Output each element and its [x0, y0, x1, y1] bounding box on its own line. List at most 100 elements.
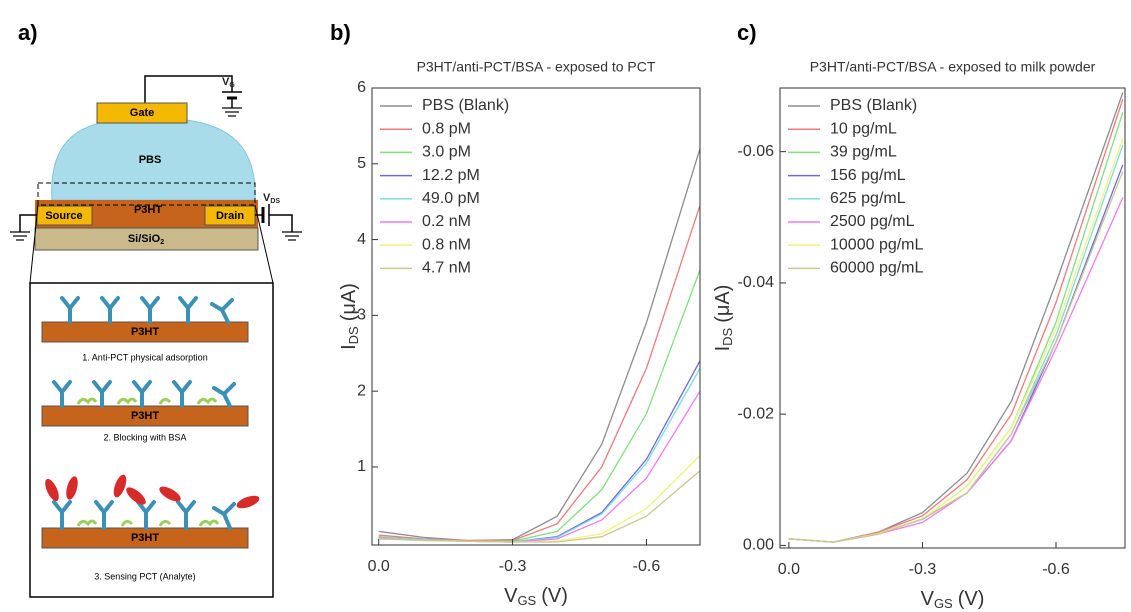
legend-label: 156 pg/mL [830, 167, 906, 184]
legend-label: 49.0 pM [422, 190, 480, 207]
legend-label: 60000 pg/mL [830, 260, 924, 277]
y-tick-label: -0.06 [738, 143, 775, 160]
panel-label: b) [330, 20, 351, 45]
y-axis-label: IDS (μA) [338, 283, 361, 350]
series-line [788, 171, 1124, 543]
series-line [378, 205, 701, 542]
ground [10, 231, 30, 241]
series-line [378, 269, 701, 542]
series-line [378, 368, 701, 543]
pbs-label: PBS [139, 154, 162, 166]
text: DS [270, 198, 280, 205]
gate-label: Gate [130, 107, 154, 119]
layer-label: P3HT [131, 326, 159, 338]
antibodies [52, 296, 236, 530]
p3ht-bar [41, 321, 249, 343]
text: DS [720, 327, 735, 345]
text: (μA) [712, 285, 734, 323]
x-tick-label: -0.3 [499, 558, 527, 575]
text: DS [346, 326, 361, 344]
zoom-line [29, 204, 39, 284]
text: I [712, 346, 734, 352]
x-tick-label: 0.0 [778, 561, 800, 578]
legend-label: PBS (Blank) [422, 97, 509, 114]
text: V [263, 192, 271, 204]
series-line [378, 470, 701, 543]
text: (V) [541, 585, 568, 607]
step-caption: 1. Anti-PCT physical adsorption [82, 352, 207, 362]
text: Si/SiO [128, 233, 161, 245]
x-axis-label: VGS (V) [921, 588, 985, 611]
chart-title: P3HT/anti-PCT/BSA - exposed to PCT [417, 59, 656, 75]
p3ht-bar [41, 405, 249, 427]
y-tick-label: 6 [357, 79, 366, 96]
text: GS [934, 596, 953, 611]
legend-label: PBS (Blank) [830, 97, 917, 114]
ground [222, 107, 242, 117]
zoom-box [37, 182, 256, 206]
source-label: Source [45, 210, 82, 222]
step-caption: 3. Sensing PCT (Analyte) [94, 571, 195, 581]
layer-label: P3HT [131, 532, 159, 544]
text: (V) [958, 588, 985, 610]
x-tick-label: -0.3 [909, 561, 937, 578]
substrate-label: Si/SiO2 [128, 233, 164, 246]
series-line [788, 98, 1124, 543]
y-tick-label: 5 [357, 155, 366, 172]
bsa [76, 397, 220, 527]
series-line [378, 360, 701, 543]
legend-label: 0.2 nM [422, 213, 471, 230]
y-tick-label: -0.04 [738, 274, 775, 291]
legend-label: 39 pg/mL [830, 144, 897, 161]
y-tick-label: 1 [357, 458, 366, 475]
gate-wire [144, 75, 233, 103]
device-diagram: VG Gate PBS Source P3HT Drain Si/SiO2 VD… [10, 75, 302, 598]
wire [269, 214, 293, 232]
x-tick-label: -0.6 [633, 558, 661, 575]
text: 2 [160, 239, 164, 246]
legend-label: 3.0 pM [422, 144, 471, 161]
pct [45, 474, 260, 509]
step-caption: 2. Blocking with BSA [103, 432, 186, 442]
text: V [921, 588, 935, 610]
x-tick-label: -0.6 [1042, 561, 1070, 578]
wire [19, 214, 37, 232]
plot-frame [371, 87, 701, 546]
zoom-line [254, 204, 274, 284]
text: GS [517, 593, 536, 608]
legend-label: 0.8 nM [422, 236, 471, 253]
panel-label: c) [737, 20, 757, 45]
y-tick-label: -0.02 [738, 405, 775, 422]
ground [282, 231, 302, 241]
layer-label: P3HT [131, 410, 159, 422]
drain-label: Drain [216, 210, 244, 222]
gate [96, 102, 188, 124]
chart-title: P3HT/anti-PCT/BSA - exposed to milk powd… [810, 59, 1096, 75]
x-axis-label: VGS (V) [504, 585, 568, 608]
y-tick-label: 4 [357, 231, 366, 248]
legend-label: 0.8 pM [422, 120, 471, 137]
y-tick-label: 3 [357, 307, 366, 324]
text: I [338, 344, 360, 350]
series-line [378, 390, 701, 543]
legend-label: 10000 pg/mL [830, 236, 924, 253]
panel-label: a) [18, 20, 38, 45]
legend-label: 2500 pg/mL [830, 213, 915, 230]
p3ht-label: P3HT [134, 204, 162, 216]
legend-label: 625 pg/mL [830, 190, 906, 207]
chart: P3HT/anti-PCT/BSA - exposed to PCT 1 2 3 4 5 6… [338, 59, 701, 608]
plot-frame [779, 87, 1126, 549]
text: G [229, 82, 235, 89]
legend-label: 12.2 pM [422, 167, 480, 184]
vg-label: VG [222, 76, 235, 89]
text: V [504, 585, 518, 607]
y-axis-label: IDS (μA) [712, 285, 735, 352]
series-line [378, 148, 701, 542]
text: V [222, 76, 230, 88]
legend-label: 10 pg/mL [830, 120, 897, 137]
legend-label: 4.7 nM [422, 260, 471, 277]
chart: P3HT/anti-PCT/BSA - exposed to milk powd… [712, 59, 1126, 611]
text: (μA) [338, 283, 360, 321]
y-tick-label: 2 [357, 382, 366, 399]
